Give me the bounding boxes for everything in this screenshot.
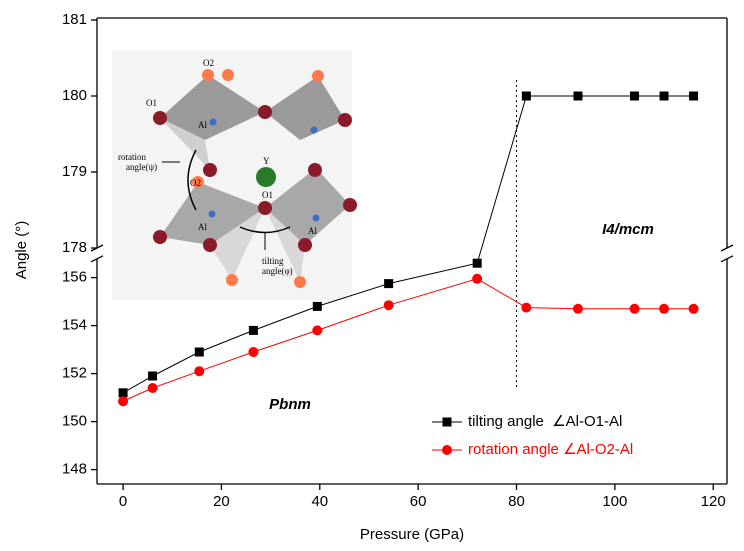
atom	[203, 163, 217, 177]
atom	[202, 69, 214, 81]
legend-label: rotation angle ∠Al-O2-Al	[468, 441, 633, 458]
y-tick-label: 181	[62, 11, 87, 28]
x-tick-label: 120	[701, 493, 726, 510]
y-tick-label: 179	[62, 163, 87, 180]
legend-label: tilting angle ∠Al-O1-Al	[468, 413, 622, 430]
inset-label: tilting	[262, 256, 284, 266]
inset-label: O2	[190, 178, 201, 188]
atom	[312, 70, 324, 82]
y-tick-label: 150	[62, 413, 87, 430]
marker	[659, 91, 669, 101]
atom	[226, 274, 238, 286]
y-tick-label: 152	[62, 365, 87, 382]
marker	[118, 388, 128, 398]
octahedron	[160, 75, 265, 140]
y-tick-label: 156	[62, 269, 87, 286]
marker	[659, 303, 670, 314]
marker	[148, 371, 158, 381]
atom	[343, 198, 357, 212]
octahedron	[265, 208, 305, 282]
marker	[630, 91, 640, 101]
legend-marker	[442, 417, 452, 427]
octahedron	[265, 76, 345, 140]
annotation: Pbnm	[269, 396, 311, 413]
x-tick-label: 100	[602, 493, 627, 510]
marker	[521, 302, 532, 313]
y-tick-label: 148	[62, 461, 87, 478]
marker	[689, 91, 699, 101]
marker	[248, 347, 259, 357]
inset-label: O1	[146, 98, 157, 108]
x-tick-label: 40	[311, 493, 328, 510]
y-axis-label: Angle (°)	[13, 221, 30, 280]
inset-label: angle(φ)	[262, 266, 293, 276]
atom	[203, 238, 217, 252]
inset-label: O1	[262, 190, 273, 200]
inset-label: angle(ψ)	[126, 162, 157, 172]
axis-break	[720, 244, 734, 252]
series-line	[122, 95, 694, 394]
legend-box	[425, 407, 715, 471]
atom	[153, 111, 167, 125]
atom	[298, 238, 312, 252]
marker	[383, 300, 394, 311]
marker	[194, 366, 205, 377]
inset-label: Y	[263, 156, 270, 166]
x-tick-label: 20	[213, 493, 230, 510]
atom	[222, 69, 234, 81]
legend-marker	[442, 445, 452, 455]
marker	[688, 303, 699, 314]
atom	[338, 113, 352, 127]
atom	[208, 210, 216, 218]
y-tick-label: 180	[62, 87, 87, 104]
octahedron	[160, 118, 210, 170]
inset-label: Al	[198, 120, 207, 130]
atom	[308, 163, 322, 177]
x-tick-label: 60	[410, 493, 427, 510]
axis-break	[90, 255, 104, 263]
atom	[209, 118, 217, 126]
atom	[256, 167, 276, 187]
atom	[310, 126, 318, 134]
atom	[192, 176, 204, 188]
atom	[258, 105, 272, 119]
atom	[153, 230, 167, 244]
marker	[312, 301, 322, 311]
marker	[248, 325, 258, 335]
marker	[629, 303, 640, 314]
marker	[118, 396, 129, 407]
marker	[312, 325, 323, 336]
marker	[521, 91, 531, 101]
x-tick-label: 0	[119, 493, 127, 510]
atom	[312, 214, 320, 222]
marker	[384, 279, 394, 289]
inset-label: O2	[203, 58, 214, 68]
inset-label: rotation	[118, 152, 146, 162]
marker	[572, 303, 583, 314]
annotation: I4/mcm	[602, 221, 654, 238]
y-tick-label: 178	[62, 239, 87, 256]
x-tick-label: 80	[508, 493, 525, 510]
octahedron	[210, 208, 265, 280]
octahedron	[265, 168, 350, 245]
marker	[472, 258, 482, 268]
marker	[194, 347, 204, 357]
inset-label: Al	[308, 226, 317, 236]
atom	[258, 201, 272, 215]
inset-label: Al	[198, 222, 207, 232]
marker	[472, 273, 483, 284]
atom	[294, 276, 306, 288]
x-axis-label: Pressure (GPa)	[360, 526, 464, 543]
y-tick-label: 154	[62, 317, 87, 334]
axis-break	[720, 255, 734, 263]
marker	[573, 91, 583, 101]
marker	[147, 383, 158, 393]
